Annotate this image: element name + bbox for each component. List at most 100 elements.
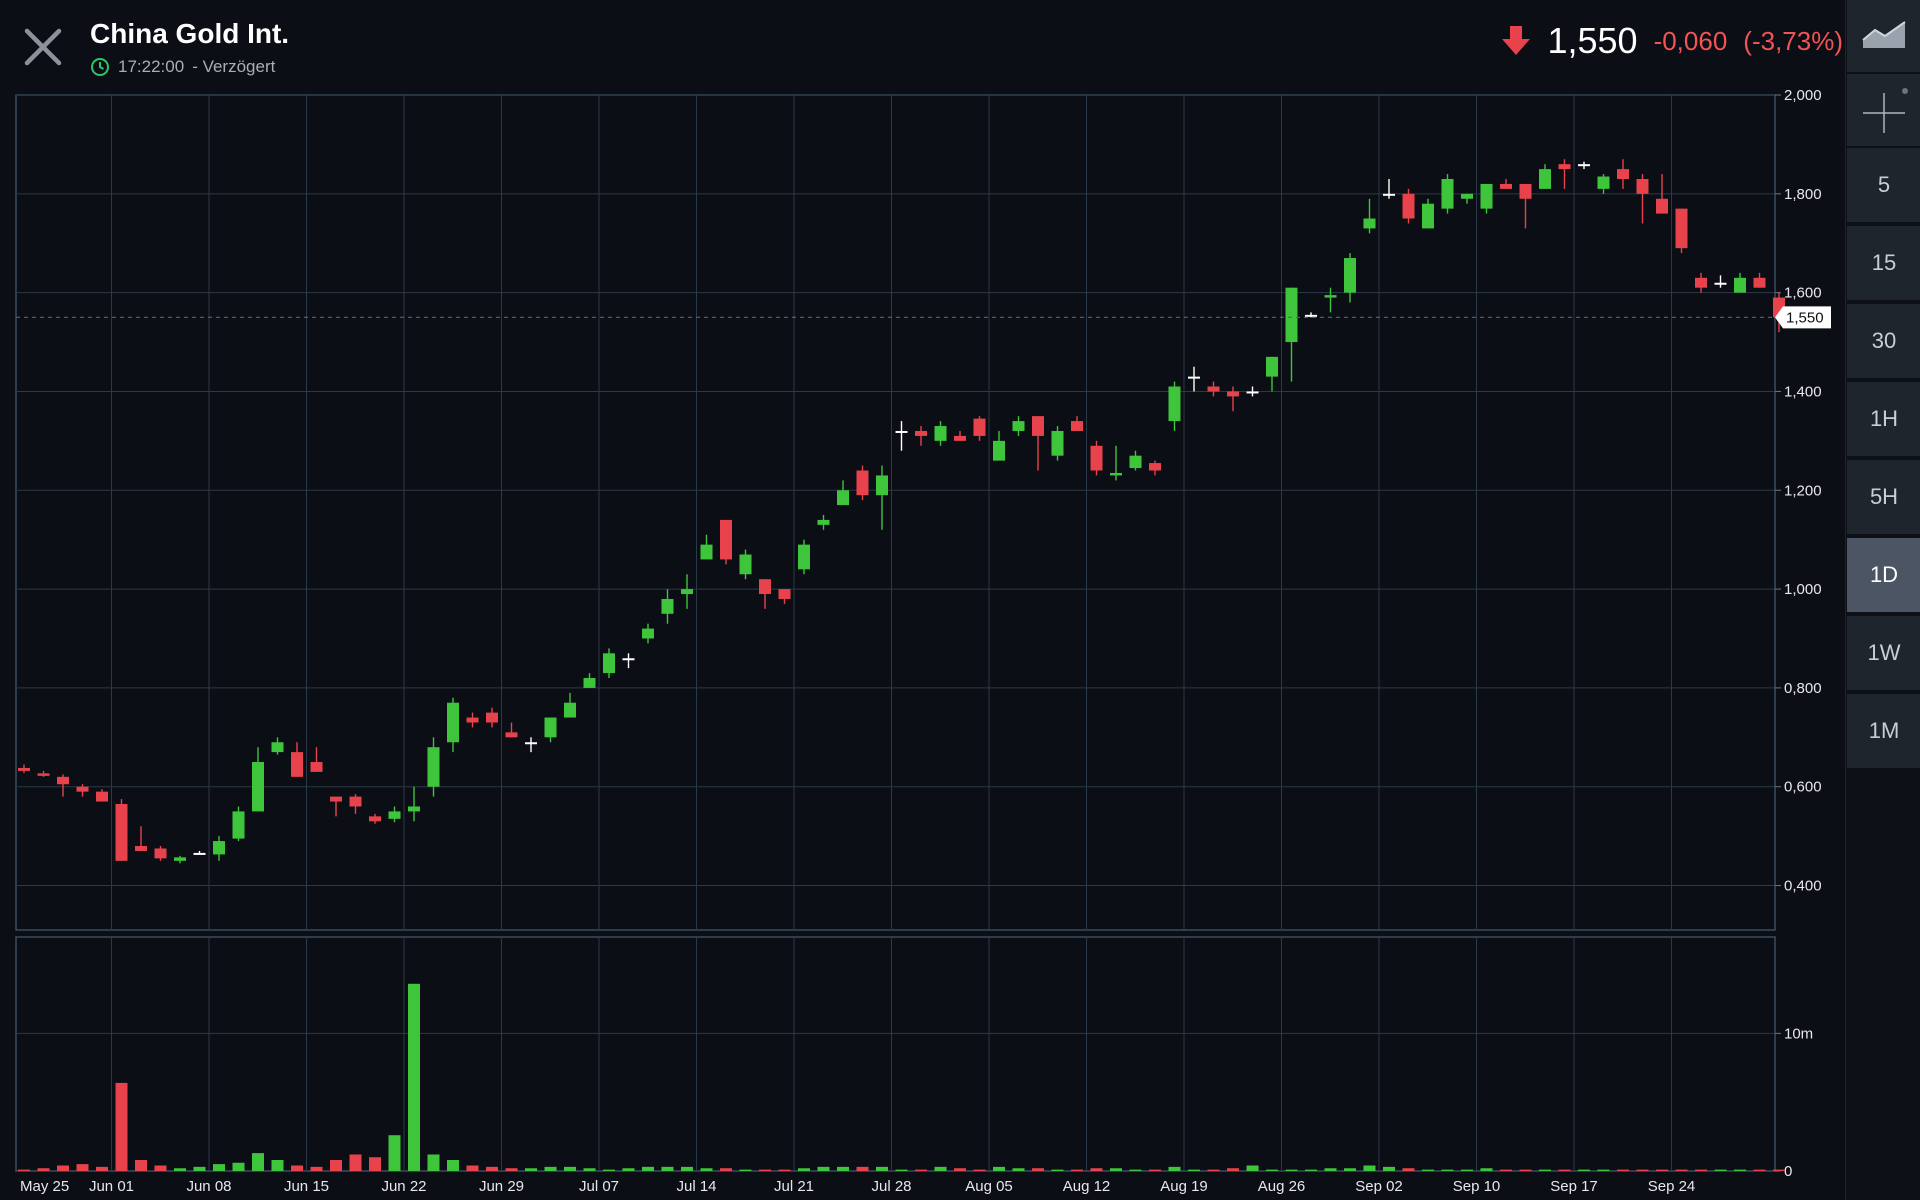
y-tick-label: 1,400 (1784, 383, 1822, 400)
volume-bar (564, 1166, 576, 1171)
candle-body (1675, 208, 1688, 249)
timeframe-1d-button[interactable]: 1D (1847, 538, 1920, 612)
timeframe-15-button[interactable]: 15 (1847, 226, 1920, 300)
x-tick-label: May 25 (20, 1178, 69, 1195)
timeframe-1w-button[interactable]: 1W (1847, 616, 1920, 690)
candle-body (1129, 455, 1142, 469)
volume-bar (1051, 1169, 1064, 1171)
candle (1207, 381, 1220, 397)
volume-bar (1636, 1169, 1649, 1171)
candle (1344, 253, 1356, 303)
close-button[interactable] (20, 24, 66, 70)
candle (213, 836, 225, 861)
candle-body (739, 554, 752, 575)
candle-body (1305, 314, 1317, 317)
candle-body (544, 717, 557, 738)
x-tick-label: Aug 19 (1160, 1178, 1208, 1195)
candle (1402, 188, 1415, 224)
candle (798, 539, 810, 575)
candle-body (1227, 391, 1239, 397)
timeframe-5h-button[interactable]: 5H (1847, 460, 1920, 534)
candle-body (1383, 193, 1395, 196)
volume-bar (1168, 1166, 1181, 1171)
candle-body (778, 589, 791, 599)
last-price-marker (1775, 306, 1831, 329)
volume-bar (1675, 1169, 1688, 1171)
candle-body (310, 762, 323, 772)
candle (915, 426, 927, 446)
candle (154, 846, 167, 861)
timeframe-1m-button[interactable]: 1M (1847, 694, 1920, 768)
candle (427, 737, 440, 797)
candle (1168, 381, 1181, 431)
candle (1227, 386, 1239, 412)
close-icon[interactable] (20, 24, 66, 70)
candle-body (466, 717, 479, 723)
volume-bar (661, 1166, 674, 1171)
candle-body (1558, 164, 1571, 170)
volume-tick-label: 10m (1784, 1025, 1813, 1042)
candle-body (720, 519, 732, 560)
candle-body (96, 791, 108, 802)
candle (115, 799, 128, 861)
candle-body (856, 470, 869, 496)
chart-sidebar: 5 15 30 1H 5H 1D 1W 1M (1845, 0, 1920, 1200)
volume-bar (213, 1164, 225, 1171)
candle (1656, 174, 1668, 214)
candle-body (603, 653, 615, 674)
candle-body (369, 816, 381, 822)
volume-bar (271, 1159, 284, 1171)
volume-bar (954, 1168, 966, 1171)
volume-bar (1012, 1168, 1025, 1171)
candle (603, 648, 615, 679)
x-tick-label: Sep 02 (1355, 1178, 1403, 1195)
candle-body (1461, 193, 1473, 199)
candle (1500, 178, 1512, 189)
candle (700, 534, 713, 560)
candle (193, 850, 206, 855)
candle-body (817, 519, 830, 525)
volume-bar (232, 1162, 245, 1171)
candle-body (1539, 169, 1551, 189)
timeframe-1h-button[interactable]: 1H (1847, 382, 1920, 456)
volume-bar (1246, 1165, 1259, 1171)
instrument-title: China Gold Int. (90, 18, 290, 49)
candle (1617, 159, 1629, 189)
y-tick-label: 0,800 (1784, 680, 1822, 697)
candle (544, 717, 557, 743)
candle-body (1656, 198, 1668, 214)
chart-type-button[interactable] (1847, 0, 1920, 72)
candle-body (1480, 183, 1493, 209)
price-change: -0,060 (1653, 25, 1728, 56)
candle (739, 549, 752, 580)
candle-body (954, 435, 966, 441)
candle-body (505, 732, 518, 738)
crosshair-button[interactable] (1847, 74, 1920, 146)
timeframe-5-button[interactable]: 5 (1847, 148, 1920, 222)
candle (291, 742, 303, 777)
volume-bar (1344, 1168, 1356, 1171)
candle (271, 737, 284, 755)
volume-bar (427, 1154, 440, 1171)
x-tick-label: Aug 05 (965, 1178, 1013, 1195)
candle-body (1578, 164, 1590, 167)
candle-body (18, 767, 30, 771)
candle (1675, 208, 1688, 254)
timeframe-30-button[interactable]: 30 (1847, 304, 1920, 378)
volume-bar (1539, 1169, 1551, 1171)
price-change-percent: (-3,73%) (1743, 25, 1843, 56)
candle-body (583, 678, 596, 688)
candle-body (934, 426, 947, 441)
candle-body (193, 852, 206, 855)
candle-body (388, 811, 401, 819)
candle-body (1051, 430, 1064, 456)
candle-body (1695, 277, 1707, 288)
candle-body (115, 804, 128, 861)
candle-body (1636, 178, 1649, 194)
candle-body (1071, 421, 1083, 431)
volume-bar (135, 1159, 147, 1171)
candle-body (1597, 176, 1610, 189)
price-chart[interactable]: 2,000 1,800 1,600 1,400 1,200 1,000 0,800 0,600… (0, 0, 1843, 1200)
candle-body (427, 747, 440, 787)
candle-body (915, 430, 927, 436)
